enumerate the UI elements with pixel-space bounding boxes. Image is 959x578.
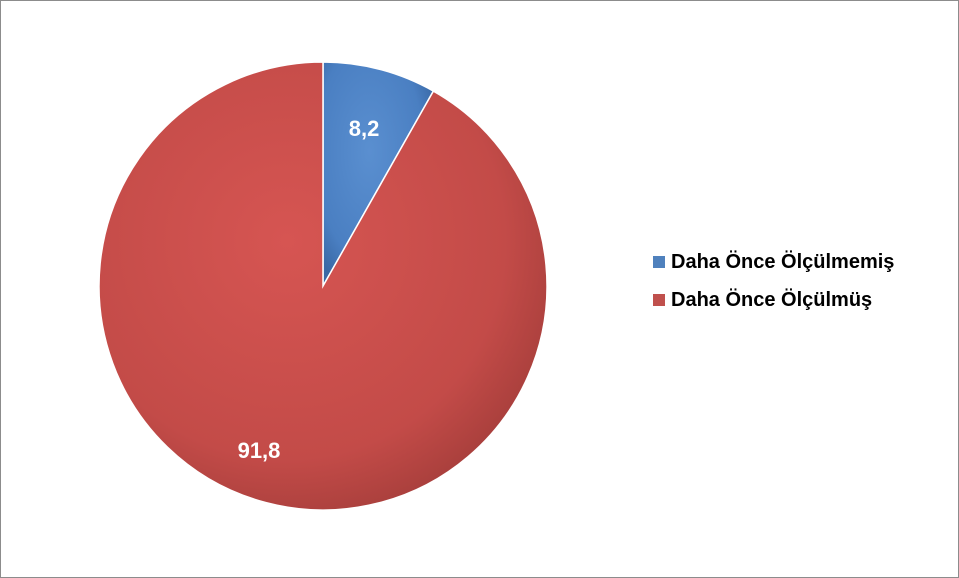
legend-item-measured: Daha Önce Ölçülmüş <box>653 288 894 311</box>
legend: Daha Önce Ölçülmemiş Daha Önce Ölçülmüş <box>653 250 895 328</box>
legend-swatch-red <box>653 294 665 306</box>
legend-swatch-blue <box>653 256 665 268</box>
legend-label: Daha Önce Ölçülmüş <box>671 288 873 311</box>
pie-slice-not-measured <box>322 61 435 289</box>
pie-slice-measured <box>98 61 548 511</box>
legend-label: Daha Önce Ölçülmemiş <box>671 250 895 273</box>
pie-slices <box>98 61 548 511</box>
pie-label-measured: 91,8 <box>238 438 281 463</box>
pie-data-labels: 8,2 91,8 <box>238 116 380 463</box>
pie-label-not-measured: 8,2 <box>349 116 380 141</box>
legend-item-not-measured: Daha Önce Ölçülmemiş <box>653 250 895 273</box>
